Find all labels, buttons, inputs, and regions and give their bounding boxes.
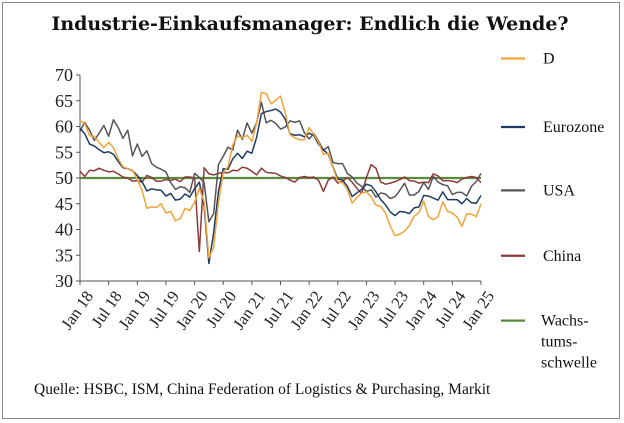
x-tick-label: Jan 19 <box>114 287 154 333</box>
legend: D Eurozone USA China Wachs-tums-schwelle <box>501 51 604 372</box>
x-tick-label: Jan 20 <box>172 287 212 333</box>
x-tick-label: Jan 18 <box>57 287 97 333</box>
y-tick-label: 55 <box>55 142 73 162</box>
y-tick-label: 65 <box>55 91 73 111</box>
x-tick-label: Jan 24 <box>401 287 441 333</box>
legend-label-wachstumsschwelle: schwelle <box>541 355 597 372</box>
legend-label-wachstumsschwelle: tums- <box>541 334 577 351</box>
x-tick-label: Jan 22 <box>286 287 326 333</box>
legend-label-china: China <box>543 248 581 265</box>
x-tick-label: Jan 23 <box>344 287 384 333</box>
legend-label-usa: USA <box>543 182 575 199</box>
series-line-eurozone <box>79 108 482 265</box>
y-tick-label: 50 <box>55 168 73 188</box>
series-line-d <box>79 91 482 259</box>
y-tick-label: 45 <box>55 194 73 214</box>
legend-label-eurozone: Eurozone <box>543 119 604 136</box>
chart-source: Quelle: HSBC, ISM, China Federation of L… <box>34 381 491 398</box>
y-tick-label: 35 <box>55 245 73 265</box>
y-tick-label: 40 <box>55 220 73 240</box>
y-tick-label: 60 <box>55 117 73 137</box>
x-tick-label: Jan 21 <box>229 287 269 333</box>
chart-title: Industrie-Einkaufsmanager: Endlich die W… <box>51 13 569 35</box>
chart-frame <box>2 2 620 419</box>
series-line-usa <box>79 101 482 223</box>
series-line-china <box>79 163 482 253</box>
x-tick-label: Jan 25 <box>458 287 498 333</box>
legend-label-d: D <box>543 51 555 68</box>
y-tick-label: 30 <box>55 271 73 291</box>
series-lines <box>79 91 482 265</box>
y-tick-label: 70 <box>55 65 73 85</box>
legend-label-wachstumsschwelle: Wachs- <box>541 313 589 330</box>
